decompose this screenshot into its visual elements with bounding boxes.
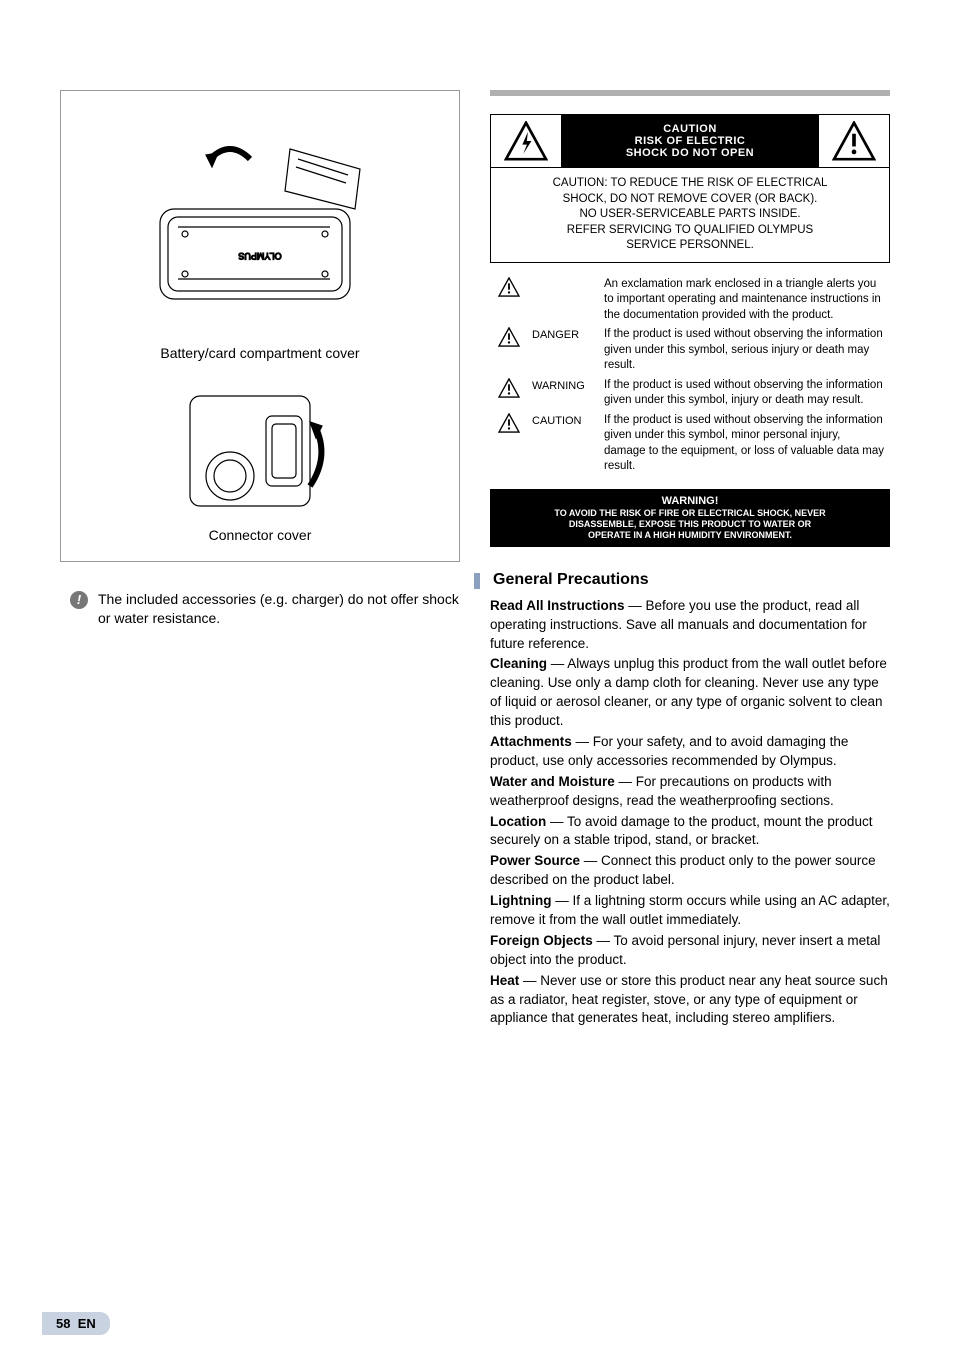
caution-line2: RISK OF ELECTRIC bbox=[635, 135, 746, 147]
symbol-desc: If the product is used without observing… bbox=[604, 413, 884, 475]
w-l2: TO AVOID THE RISK OF FIRE OR ELECTRICAL … bbox=[554, 508, 825, 519]
caution-line3: SHOCK DO NOT OPEN bbox=[626, 147, 754, 159]
precautions-list: Read All Instructions — Before you use t… bbox=[490, 597, 890, 1029]
page-lang: EN bbox=[78, 1316, 96, 1331]
precaution-bold: Read All Instructions bbox=[490, 598, 625, 613]
symbol-desc: If the product is used without observing… bbox=[604, 378, 884, 409]
symbol-row: DANGER If the product is used without ob… bbox=[490, 327, 890, 374]
precaution-item: Location — To avoid damage to the produc… bbox=[490, 813, 890, 851]
precaution-bold: Lightning bbox=[490, 893, 551, 908]
left-column: OLYMPUS Battery/card compartment cover bbox=[60, 90, 460, 1030]
precaution-bold: Water and Moisture bbox=[490, 774, 615, 789]
precaution-item: Heat — Never use or store this product n… bbox=[490, 972, 890, 1029]
exclaim-triangle-icon bbox=[819, 115, 889, 167]
precaution-bold: Location bbox=[490, 814, 546, 829]
w-l4: OPERATE IN A HIGH HUMIDITY ENVIRONMENT. bbox=[554, 530, 825, 541]
precaution-item: Foreign Objects — To avoid personal inju… bbox=[490, 932, 890, 970]
precaution-bold: Attachments bbox=[490, 734, 572, 749]
symbol-label: DANGER bbox=[532, 327, 594, 343]
symbol-desc: If the product is used without observing… bbox=[604, 327, 884, 374]
caution-body: CAUTION: TO REDUCE THE RISK OF ELECTRICA… bbox=[491, 168, 889, 262]
symbol-row: An exclamation mark enclosed in a triang… bbox=[490, 277, 890, 324]
symbol-desc: An exclamation mark enclosed in a triang… bbox=[604, 277, 884, 324]
precaution-item: Attachments — For your safety, and to av… bbox=[490, 733, 890, 771]
symbol-label: CAUTION bbox=[532, 413, 594, 429]
caution-black-bar: CAUTION RISK OF ELECTRIC SHOCK DO NOT OP… bbox=[561, 115, 819, 167]
sub-heading: General Precautions bbox=[490, 571, 890, 589]
c-l1: CAUTION: TO REDUCE THE RISK OF ELECTRICA… bbox=[501, 176, 879, 192]
note-text: The included accessories (e.g. charger) … bbox=[98, 590, 460, 628]
page-footer: 58 EN bbox=[42, 1312, 110, 1335]
c-l5: SERVICE PERSONNEL. bbox=[501, 238, 879, 254]
precaution-item: Water and Moisture — For precautions on … bbox=[490, 773, 890, 811]
c-l4: REFER SERVICING TO QUALIFIED OLYMPUS bbox=[501, 223, 879, 239]
warning-black-box: WARNING! TO AVOID THE RISK OF FIRE OR EL… bbox=[490, 489, 890, 547]
precaution-text: — Never use or store this product near a… bbox=[490, 973, 888, 1026]
warning-triangle-icon bbox=[496, 378, 522, 398]
warning-triangle-icon bbox=[496, 277, 522, 297]
right-column: SAFETY PRECAUTIONS CAUTION RISK OF ELECT… bbox=[490, 90, 890, 1030]
illustration-box: OLYMPUS Battery/card compartment cover bbox=[60, 90, 460, 562]
caution-box: CAUTION RISK OF ELECTRIC SHOCK DO NOT OP… bbox=[490, 114, 890, 263]
symbol-definitions: An exclamation mark enclosed in a triang… bbox=[490, 277, 890, 475]
caption-connector: Connector cover bbox=[73, 527, 447, 543]
connector-cover-illustration bbox=[73, 381, 447, 521]
precaution-bold: Heat bbox=[490, 973, 519, 988]
accessory-note: ! The included accessories (e.g. charger… bbox=[60, 590, 460, 628]
precaution-text: — Always unplug this product from the wa… bbox=[490, 656, 887, 728]
precaution-item: Read All Instructions — Before you use t… bbox=[490, 597, 890, 654]
precaution-item: Lightning — If a lightning storm occurs … bbox=[490, 892, 890, 930]
bolt-triangle-icon bbox=[491, 115, 561, 167]
symbol-row: WARNING If the product is used without o… bbox=[490, 378, 890, 409]
c-l3: NO USER-SERVICEABLE PARTS INSIDE. bbox=[501, 207, 879, 223]
note-icon: ! bbox=[70, 591, 88, 609]
warning-triangle-icon bbox=[496, 413, 522, 433]
symbol-row: CAUTION If the product is used without o… bbox=[490, 413, 890, 475]
svg-text:OLYMPUS: OLYMPUS bbox=[238, 251, 281, 261]
caution-banner: CAUTION RISK OF ELECTRIC SHOCK DO NOT OP… bbox=[491, 115, 889, 168]
camera-compartment-illustration: OLYMPUS bbox=[73, 109, 447, 339]
warning-triangle-icon bbox=[496, 327, 522, 347]
symbol-label bbox=[532, 277, 594, 278]
precaution-bold: Cleaning bbox=[490, 656, 547, 671]
precaution-bold: Power Source bbox=[490, 853, 580, 868]
symbol-label: WARNING bbox=[532, 378, 594, 394]
caption-compartment: Battery/card compartment cover bbox=[73, 345, 447, 361]
w-l1: WARNING! bbox=[554, 495, 825, 508]
c-l2: SHOCK, DO NOT REMOVE COVER (OR BACK). bbox=[501, 192, 879, 208]
precaution-item: Power Source — Connect this product only… bbox=[490, 852, 890, 890]
section-accent-bar bbox=[490, 90, 890, 96]
w-l3: DISASSEMBLE, EXPOSE THIS PRODUCT TO WATE… bbox=[554, 519, 825, 530]
page-number: 58 bbox=[56, 1316, 70, 1331]
page-number-badge: 58 EN bbox=[42, 1312, 110, 1335]
caution-line1: CAUTION bbox=[663, 123, 717, 135]
precaution-text: — To avoid damage to the product, mount … bbox=[490, 814, 872, 848]
precaution-bold: Foreign Objects bbox=[490, 933, 593, 948]
precaution-item: Cleaning — Always unplug this product fr… bbox=[490, 655, 890, 731]
